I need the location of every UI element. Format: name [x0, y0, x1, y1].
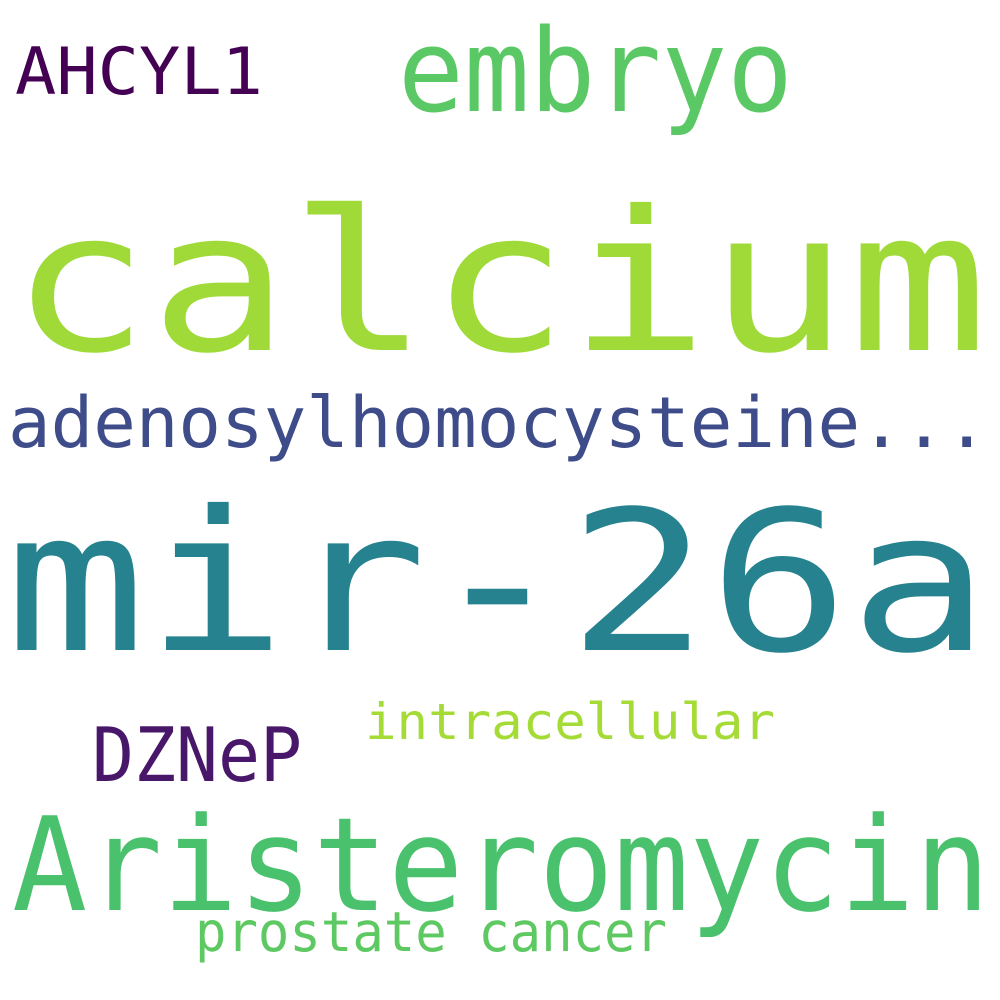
word-embryo: embryo	[398, 5, 793, 139]
word-ahcyl1: AHCYL1	[15, 35, 263, 110]
word-mir-26a: mir-26a	[5, 469, 990, 696]
word-prostate-cancer: prostate cancer	[195, 900, 667, 964]
word-adenosylhomocysteine: adenosylhomocysteine...	[8, 382, 989, 464]
word-dznep: DZNeP	[92, 711, 302, 799]
word-intracellular: intracellular	[365, 693, 775, 751]
word-aristeromycin: Aristeromycin	[12, 789, 990, 941]
word-calcium: calcium	[10, 169, 988, 396]
